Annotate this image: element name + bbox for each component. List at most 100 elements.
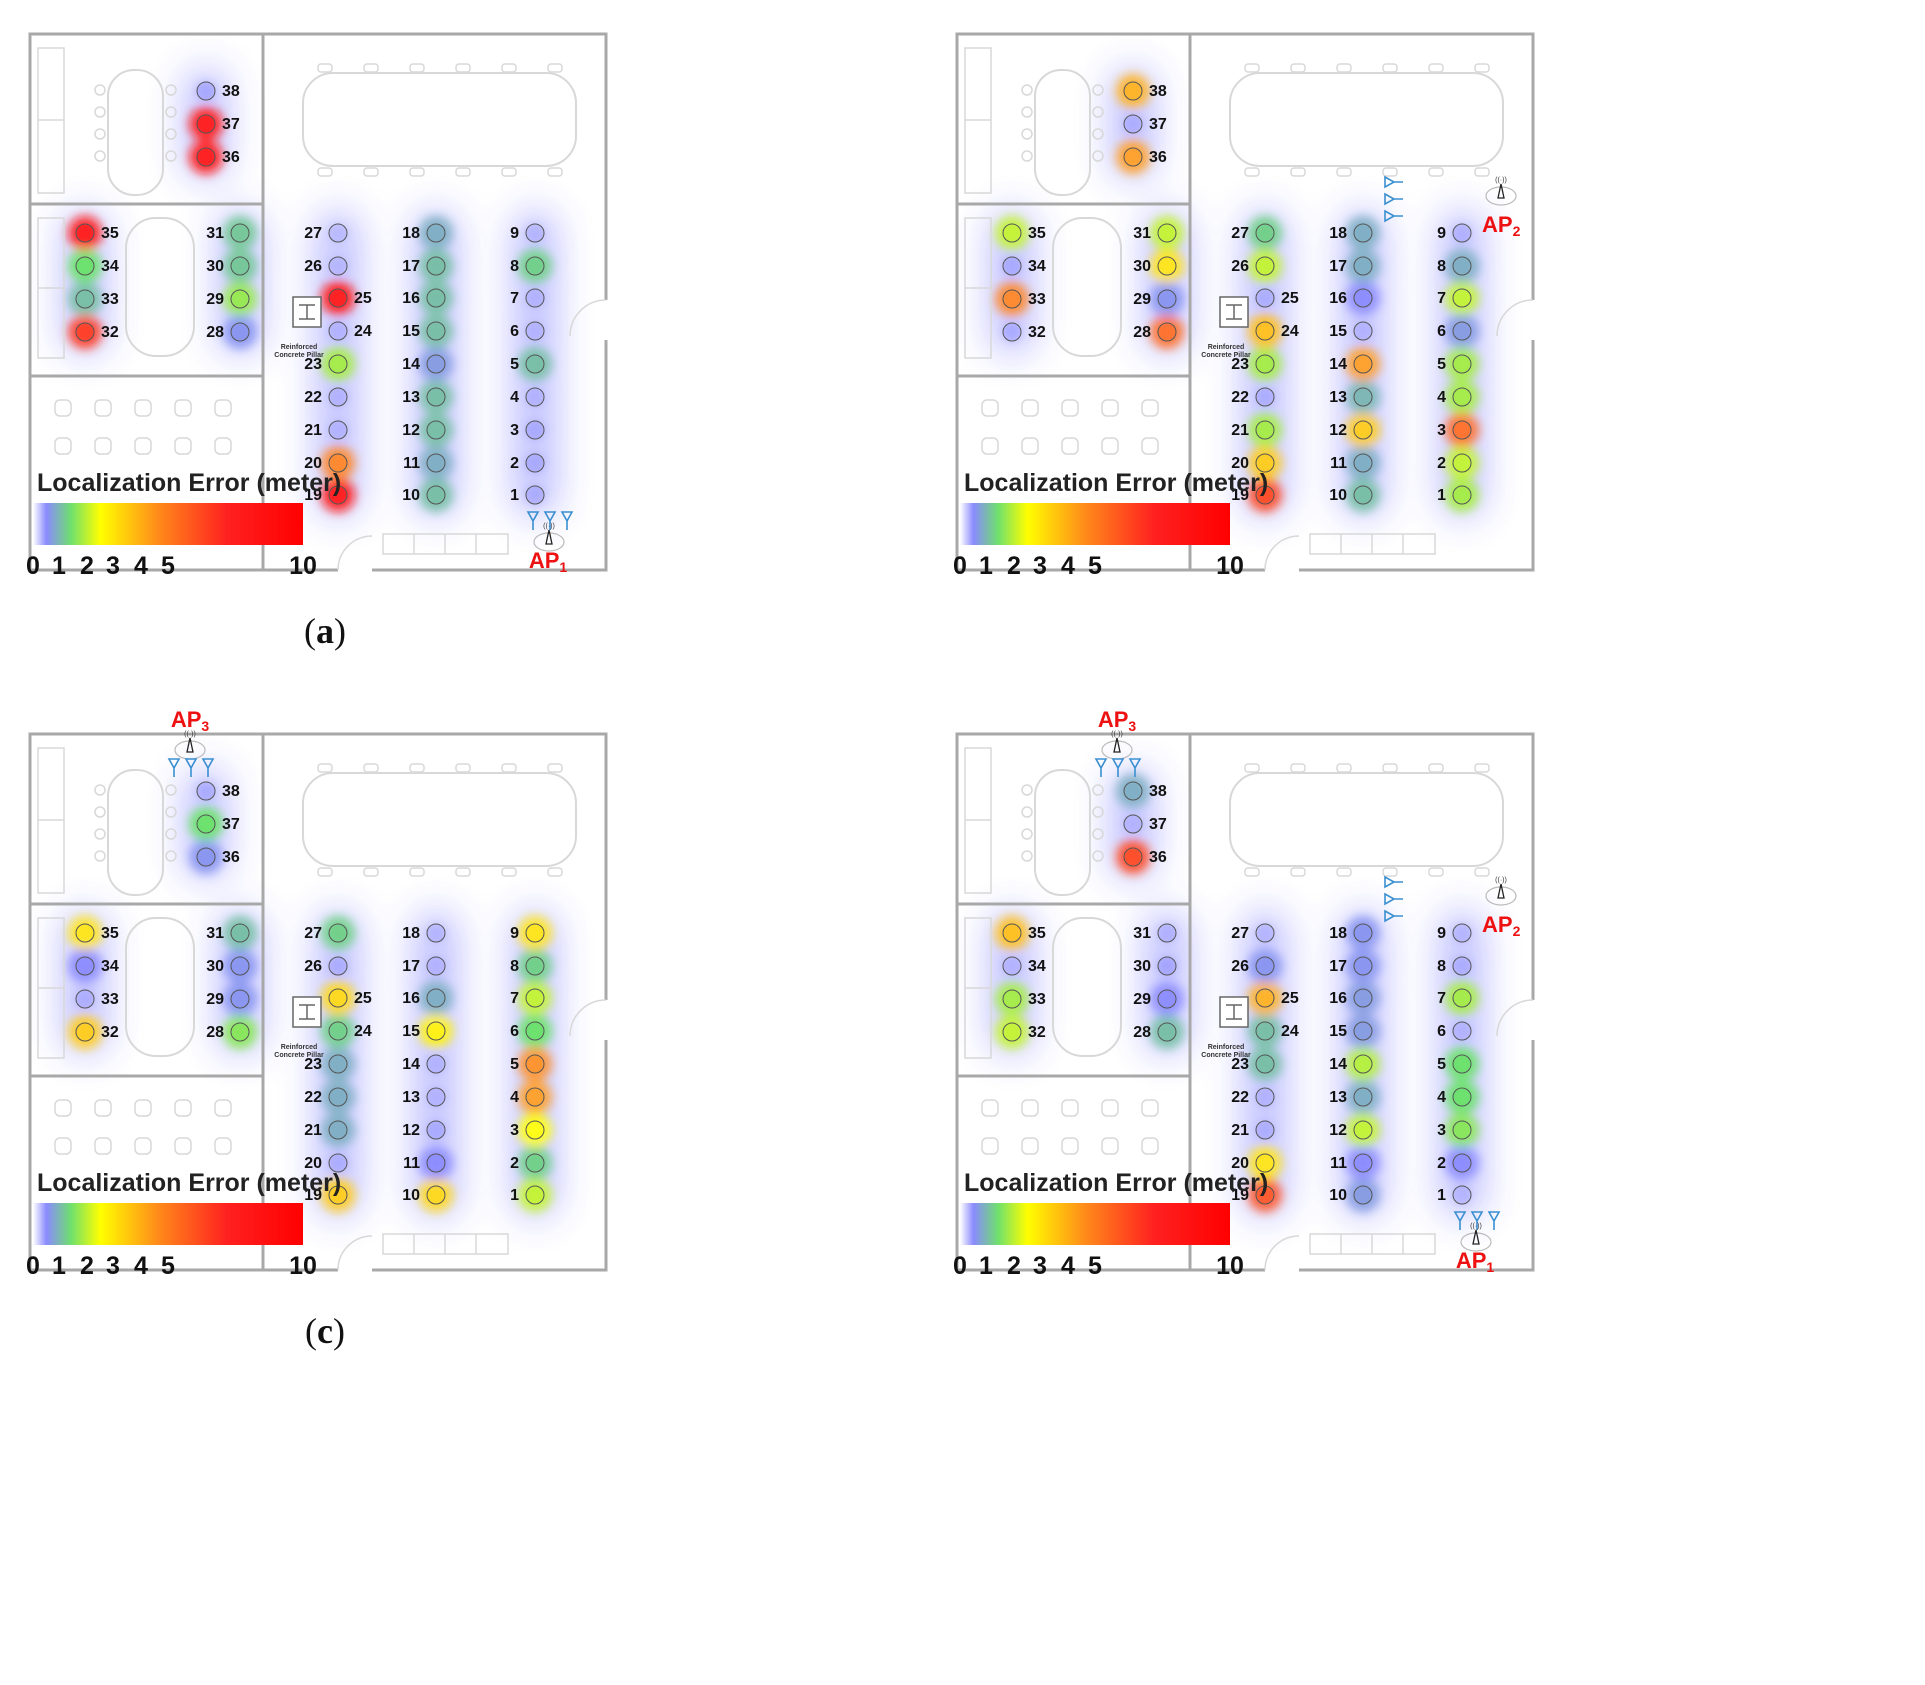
point-label: 5 xyxy=(510,356,519,373)
point-label: 8 xyxy=(1437,958,1446,975)
point-label: 10 xyxy=(402,487,420,504)
point-label: 33 xyxy=(101,291,119,308)
test-point-28: 28 xyxy=(1133,1022,1177,1042)
point-label: 16 xyxy=(402,290,420,307)
point-label: 2 xyxy=(510,1155,519,1172)
legend-colorbar xyxy=(960,503,1230,545)
pillar-label-line2: Concrete Pillar xyxy=(1201,352,1251,359)
point-label: 28 xyxy=(1133,324,1151,341)
point-label: 35 xyxy=(101,925,119,942)
test-point-38: 38 xyxy=(1123,81,1167,101)
point-label: 31 xyxy=(206,925,224,942)
point-label: 6 xyxy=(1437,323,1446,340)
point-label: 5 xyxy=(1437,356,1446,373)
test-point-25: 25 xyxy=(328,288,372,308)
point-label: 12 xyxy=(1329,1122,1347,1139)
test-point-26: 26 xyxy=(1231,956,1275,976)
point-label: 30 xyxy=(1133,258,1151,275)
point-label: 31 xyxy=(1133,225,1151,242)
test-point-35: 35 xyxy=(75,223,119,243)
test-point-13: 13 xyxy=(402,1087,446,1107)
point-label: 30 xyxy=(1133,958,1151,975)
point-label: 7 xyxy=(510,990,519,1007)
antenna-icon xyxy=(184,758,198,777)
point-label: 14 xyxy=(1329,1056,1347,1073)
test-point-3: 3 xyxy=(1437,1120,1472,1140)
legend-tick: 1 xyxy=(52,1252,66,1280)
antenna-icon xyxy=(543,511,557,530)
point-label: 20 xyxy=(304,1155,322,1172)
point-label: 23 xyxy=(1231,1056,1249,1073)
test-point-12: 12 xyxy=(402,420,446,440)
test-point-36: 36 xyxy=(196,147,240,167)
point-label: 2 xyxy=(1437,455,1446,472)
test-point-1: 1 xyxy=(1437,485,1472,505)
point-label: 26 xyxy=(304,258,322,275)
test-point-34: 34 xyxy=(1002,956,1046,976)
ap-label: AP1 xyxy=(529,548,568,575)
point-label: 28 xyxy=(1133,1024,1151,1041)
test-point-4: 4 xyxy=(1437,1087,1472,1107)
point-label: 38 xyxy=(1149,83,1167,100)
test-point-26: 26 xyxy=(1231,256,1275,276)
test-point-32: 32 xyxy=(1002,322,1046,342)
color-legend: Localization Error (meter) 0 1 2 3 4 5 10 xyxy=(26,1169,341,1280)
legend-tick: 0 xyxy=(26,552,40,580)
antenna-icon xyxy=(1487,1211,1501,1230)
antenna-icon xyxy=(1094,758,1108,777)
antenna-icon xyxy=(560,511,574,530)
point-label: 38 xyxy=(1149,783,1167,800)
test-point-17: 17 xyxy=(402,256,446,276)
point-label: 8 xyxy=(510,958,519,975)
point-label: 3 xyxy=(510,422,519,439)
test-point-18: 18 xyxy=(402,223,446,243)
point-label: 15 xyxy=(1329,323,1347,340)
antenna-icon xyxy=(1453,1211,1467,1230)
test-point-13: 13 xyxy=(402,387,446,407)
point-label: 8 xyxy=(1437,258,1446,275)
test-point-4: 4 xyxy=(510,1087,545,1107)
pillar-label-line2: Concrete Pillar xyxy=(1201,1052,1251,1059)
point-label: 37 xyxy=(1149,816,1167,833)
legend-tick: 5 xyxy=(161,552,175,580)
test-point-8: 8 xyxy=(1437,256,1472,276)
point-label: 27 xyxy=(304,925,322,942)
point-label: 37 xyxy=(222,816,240,833)
test-point-8: 8 xyxy=(510,956,545,976)
test-point-30: 30 xyxy=(1133,256,1177,276)
test-point-38: 38 xyxy=(196,781,240,801)
test-point-20: 20 xyxy=(1231,453,1275,473)
point-label: 16 xyxy=(1329,990,1347,1007)
legend-tick: 3 xyxy=(106,1252,120,1280)
point-label: 4 xyxy=(1437,1089,1446,1106)
test-point-15: 15 xyxy=(1329,1021,1373,1041)
point-label: 11 xyxy=(403,455,420,472)
test-point-24: 24 xyxy=(328,321,372,341)
access-point-ap3: AP3((·)) xyxy=(1094,707,1142,777)
legend-tick: 10 xyxy=(1216,552,1244,580)
legend-tick: 0 xyxy=(953,1252,967,1280)
test-point-4: 4 xyxy=(1437,387,1472,407)
test-point-6: 6 xyxy=(510,1021,545,1041)
point-label: 4 xyxy=(510,1089,519,1106)
antenna-icon xyxy=(1384,892,1403,906)
point-label: 34 xyxy=(101,958,119,975)
test-point-12: 12 xyxy=(1329,1120,1373,1140)
test-point-37: 37 xyxy=(1123,114,1167,134)
ap-label: AP2 xyxy=(1482,912,1521,939)
test-point-10: 10 xyxy=(402,1185,446,1205)
test-point-35: 35 xyxy=(75,923,119,943)
point-label: 37 xyxy=(222,116,240,133)
legend-tick: 3 xyxy=(106,552,120,580)
test-point-21: 21 xyxy=(304,1120,348,1140)
legend-tick: 0 xyxy=(953,552,967,580)
test-point-32: 32 xyxy=(1002,1022,1046,1042)
point-label: 33 xyxy=(101,991,119,1008)
legend-title: Localization Error (meter) xyxy=(964,1169,1268,1197)
legend-tick: 2 xyxy=(1007,1252,1021,1280)
point-label: 29 xyxy=(206,991,224,1008)
access-point-ap3: AP3((·)) xyxy=(167,707,215,777)
point-label: 22 xyxy=(1231,1089,1249,1106)
